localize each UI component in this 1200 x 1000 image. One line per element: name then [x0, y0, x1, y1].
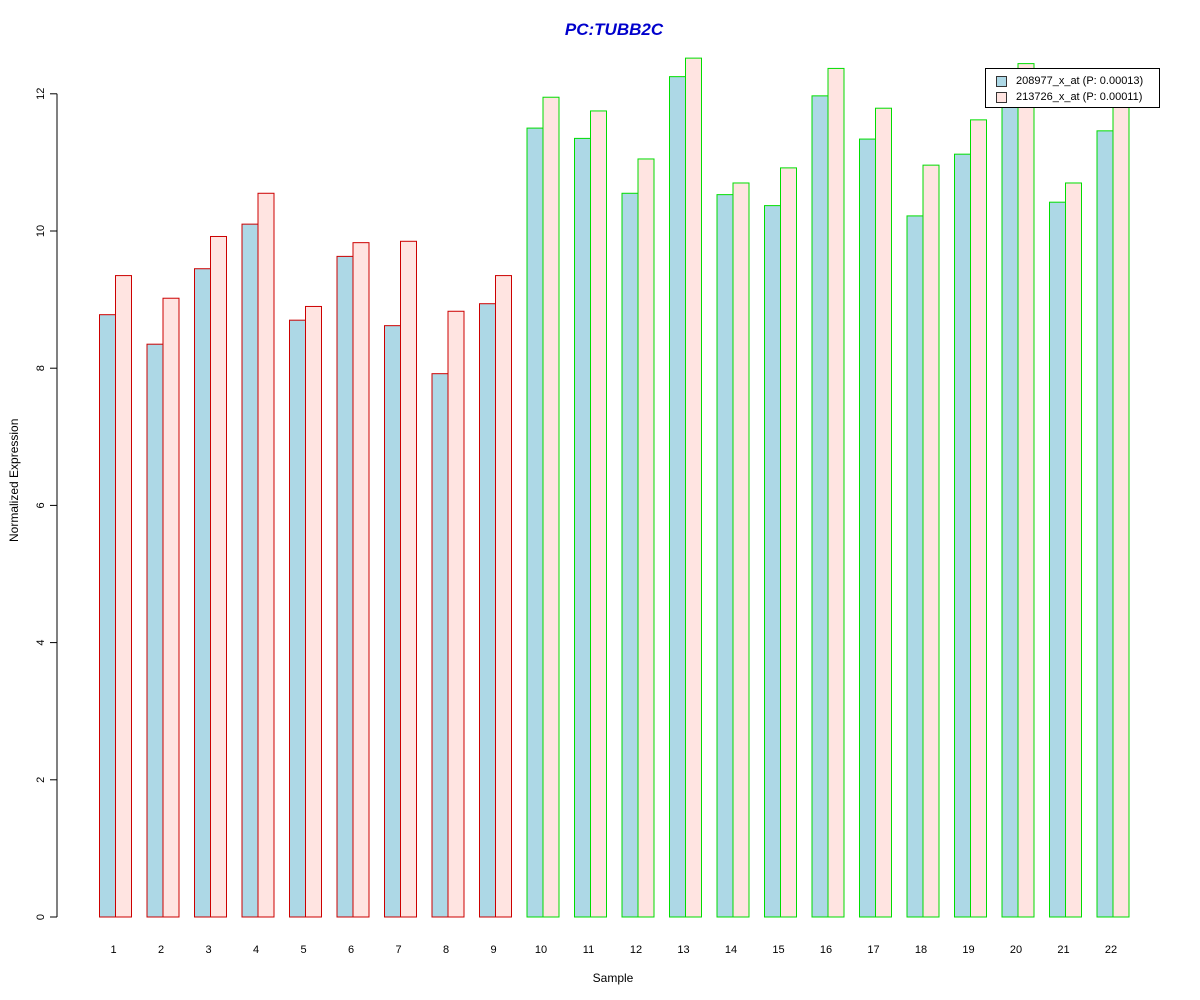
bar-s2-22 — [1112, 105, 1130, 918]
bar-s2-8 — [447, 310, 465, 918]
x-tick-label-22: 22 — [1105, 944, 1117, 956]
bar-s1-16 — [811, 95, 829, 918]
x-tick-label-10: 10 — [535, 944, 547, 956]
bar-s1-1 — [99, 314, 116, 918]
x-tick-label-18: 18 — [915, 944, 927, 956]
legend-label-2: 213726_x_at (P: 0.00011) — [1016, 91, 1143, 103]
bar-s1-9 — [479, 303, 496, 918]
bar-s1-2 — [146, 343, 164, 918]
bar-s1-14 — [716, 194, 734, 918]
x-axis-label: Sample — [592, 971, 634, 985]
bar-s2-17 — [875, 107, 892, 918]
bar-s2-7 — [400, 240, 417, 918]
x-tick-label-13: 13 — [677, 944, 689, 956]
bar-s2-18 — [922, 164, 940, 918]
x-tick-label-17: 17 — [867, 944, 879, 956]
x-tick-label-19: 19 — [962, 944, 974, 956]
bar-s1-12 — [621, 192, 639, 918]
bar-s2-1 — [115, 275, 132, 918]
bar-s2-14 — [732, 182, 750, 918]
x-tick-label-8: 8 — [443, 944, 449, 956]
bar-s2-10 — [542, 96, 560, 918]
bar-s1-4 — [241, 223, 259, 918]
bar-s2-5 — [305, 305, 322, 918]
chart-title: PC:TUBB2C — [564, 20, 664, 39]
x-tick-label-4: 4 — [253, 944, 259, 956]
x-tick-label-2: 2 — [158, 944, 164, 956]
legend-entry-2: 213726_x_at (P: 0.00011) — [996, 89, 1159, 105]
x-tick-label-15: 15 — [772, 944, 784, 956]
legend: 208977_x_at (P: 0.00013) 213726_x_at (P:… — [985, 68, 1160, 108]
bar-s2-21 — [1065, 182, 1082, 918]
legend-swatch-1 — [996, 75, 1007, 87]
bar-s2-4 — [257, 192, 275, 918]
bar-s2-20 — [1017, 63, 1035, 918]
x-tick-label-9: 9 — [490, 944, 496, 956]
bar-s1-19 — [954, 153, 971, 918]
x-tick-label-16: 16 — [820, 944, 832, 956]
x-tick-label-14: 14 — [725, 944, 737, 956]
bar-s2-19 — [970, 119, 987, 918]
bar-s1-8 — [431, 373, 449, 918]
bar-s1-11 — [574, 137, 591, 918]
y-tick-label-1: 2 — [35, 777, 47, 783]
x-tick-label-21: 21 — [1057, 944, 1069, 956]
bar-s1-13 — [669, 76, 686, 918]
bar-s1-10 — [526, 127, 544, 918]
bar-s1-17 — [859, 138, 876, 918]
y-tick-label-5: 10 — [35, 225, 47, 237]
x-tick-label-12: 12 — [630, 944, 642, 956]
bar-s1-21 — [1049, 201, 1066, 918]
bar-s2-6 — [352, 242, 370, 918]
bar-s2-3 — [210, 235, 227, 918]
y-tick-label-2: 4 — [35, 640, 47, 646]
y-tick-label-4: 8 — [35, 365, 47, 371]
x-tick-label-7: 7 — [395, 944, 401, 956]
bar-s2-12 — [637, 158, 655, 918]
bar-s2-16 — [827, 67, 845, 918]
bar-s1-7 — [384, 325, 401, 918]
bar-s2-11 — [590, 110, 607, 918]
x-tick-label-11: 11 — [583, 944, 594, 956]
legend-label-1: 208977_x_at (P: 0.00013) — [1016, 75, 1144, 87]
bar-s2-13 — [685, 57, 702, 918]
x-tick-label-6: 6 — [348, 944, 354, 956]
bar-s1-18 — [906, 215, 924, 918]
y-tick-label-0: 0 — [35, 914, 47, 920]
y-tick-label-6: 12 — [35, 88, 47, 100]
x-tick-label-3: 3 — [205, 944, 211, 956]
x-tick-label-1: 1 — [110, 944, 116, 956]
bar-s1-20 — [1001, 101, 1019, 918]
bar-s1-3 — [194, 268, 211, 918]
x-tick-label-20: 20 — [1010, 944, 1022, 956]
legend-entry-1: 208977_x_at (P: 0.00013) — [996, 73, 1159, 89]
bar-s2-15 — [780, 167, 797, 918]
bar-s1-5 — [289, 319, 306, 918]
bar-s1-15 — [764, 205, 781, 918]
bar-s2-9 — [495, 275, 512, 918]
bar-s2-2 — [162, 297, 180, 918]
bar-s1-6 — [336, 255, 354, 918]
legend-swatch-2 — [996, 91, 1007, 103]
y-axis-label: Normalized Expression — [7, 418, 21, 542]
x-tick-label-5: 5 — [300, 944, 306, 956]
bar-s1-22 — [1096, 130, 1114, 918]
y-tick-label-3: 6 — [35, 502, 47, 508]
